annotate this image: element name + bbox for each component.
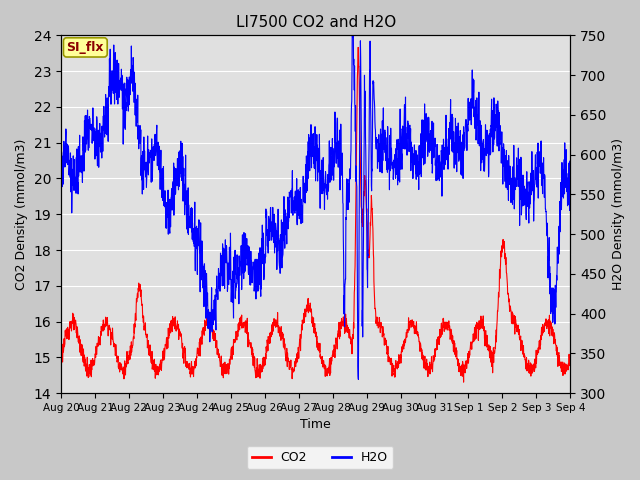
Title: LI7500 CO2 and H2O: LI7500 CO2 and H2O bbox=[236, 15, 396, 30]
Text: SI_flx: SI_flx bbox=[67, 41, 104, 54]
Y-axis label: H2O Density (mmol/m3): H2O Density (mmol/m3) bbox=[612, 138, 625, 290]
X-axis label: Time: Time bbox=[300, 419, 331, 432]
Y-axis label: CO2 Density (mmol/m3): CO2 Density (mmol/m3) bbox=[15, 139, 28, 290]
Legend: CO2, H2O: CO2, H2O bbox=[247, 446, 393, 469]
